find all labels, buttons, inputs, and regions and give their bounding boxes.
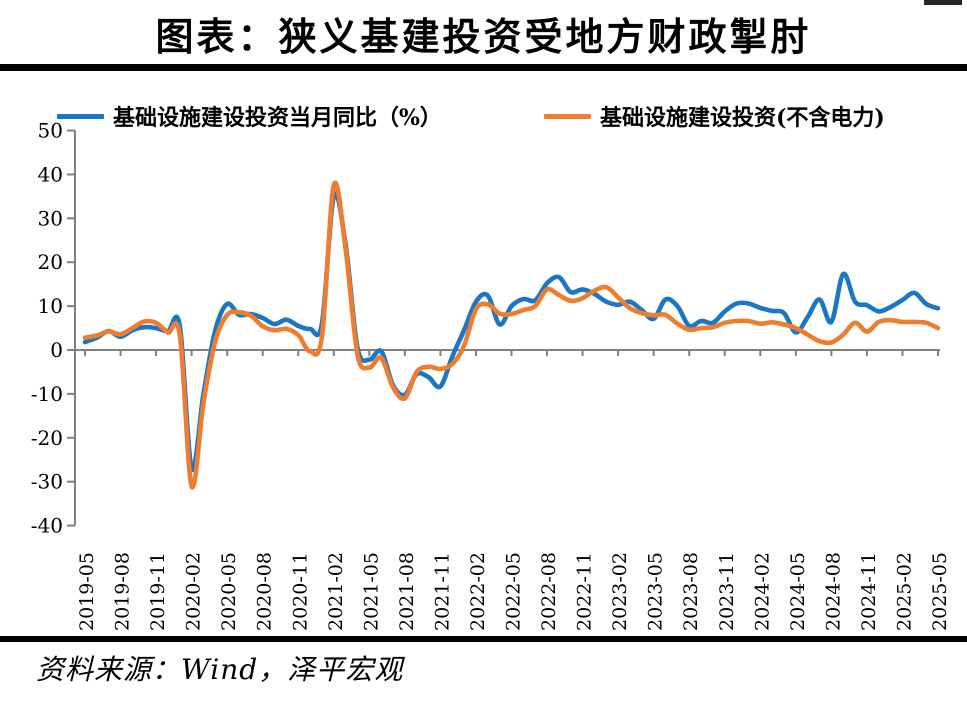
x-tick-label: 2023-08 [680, 552, 702, 631]
y-tick-label: 20 [38, 250, 63, 274]
x-tick-label: 2022-11 [574, 552, 596, 631]
orange-series-swatch [544, 113, 591, 119]
x-tick-label: 2022-05 [503, 552, 525, 631]
x-tick-label: 2020-05 [218, 552, 240, 631]
x-tick-label: 2023-05 [645, 552, 667, 631]
y-tick-label: -40 [31, 514, 63, 538]
y-tick-label: -30 [31, 470, 63, 494]
chart-legend: 基础设施建设投资当月同比（%） 基础设施建设投资(不含电力) [0, 100, 967, 134]
x-tick-label: 2022-08 [538, 552, 560, 631]
x-tick-label: 2020-08 [254, 552, 276, 631]
top-divider [0, 64, 967, 71]
y-tick-label: 30 [38, 206, 63, 230]
x-tick-label: 2024-08 [822, 552, 844, 631]
x-tick-label: 2021-11 [431, 552, 453, 631]
y-tick-label: -20 [31, 426, 63, 450]
bottom-divider [0, 636, 967, 642]
x-tick-label: 2025-02 [893, 552, 915, 631]
source-note: 资料来源：Wind，泽平宏观 [36, 653, 404, 686]
x-tick-label: 2021-08 [396, 552, 418, 631]
x-tick-label: 2025-05 [929, 552, 951, 631]
top-right-corner-fragment [924, 0, 962, 5]
x-tick-label: 2022-02 [467, 552, 489, 631]
legend-item-monthly-yoy: 基础设施建设投资当月同比（%） [57, 100, 442, 132]
blue-series-swatch [57, 113, 104, 119]
legend-label-ex-power: 基础设施建设投资(不含电力) [600, 105, 885, 131]
y-tick-label: 0 [50, 338, 63, 362]
x-tick-label: 2019-08 [112, 552, 134, 631]
x-tick-label: 2019-11 [147, 552, 169, 631]
x-tick-label: 2023-02 [609, 552, 631, 631]
x-tick-label: 2023-11 [716, 552, 738, 631]
x-tick-label: 2020-11 [289, 552, 311, 631]
x-tick-label: 2024-02 [751, 552, 773, 631]
series-line-monthly-yoy [82, 191, 941, 473]
x-tick-label: 2019-05 [76, 552, 98, 631]
x-tick-label: 2021-05 [360, 552, 382, 631]
y-tick-label: 10 [38, 294, 63, 318]
x-tick-label: 2024-05 [787, 552, 809, 631]
x-tick-label: 2024-11 [858, 552, 880, 631]
legend-label-monthly-yoy: 基础设施建设投资当月同比（%） [113, 105, 442, 131]
y-tick-label: 50 [38, 119, 63, 143]
x-tick-label: 2020-02 [183, 552, 205, 631]
page-title: 图表：狭义基建投资受地方财政掣肘 [155, 14, 812, 59]
series-line-ex-power [82, 180, 941, 490]
y-tick-label: 40 [38, 162, 63, 186]
y-tick-label: -10 [31, 382, 63, 406]
legend-item-ex-power: 基础设施建设投资(不含电力) [544, 100, 885, 132]
x-tick-label: 2021-02 [325, 552, 347, 631]
